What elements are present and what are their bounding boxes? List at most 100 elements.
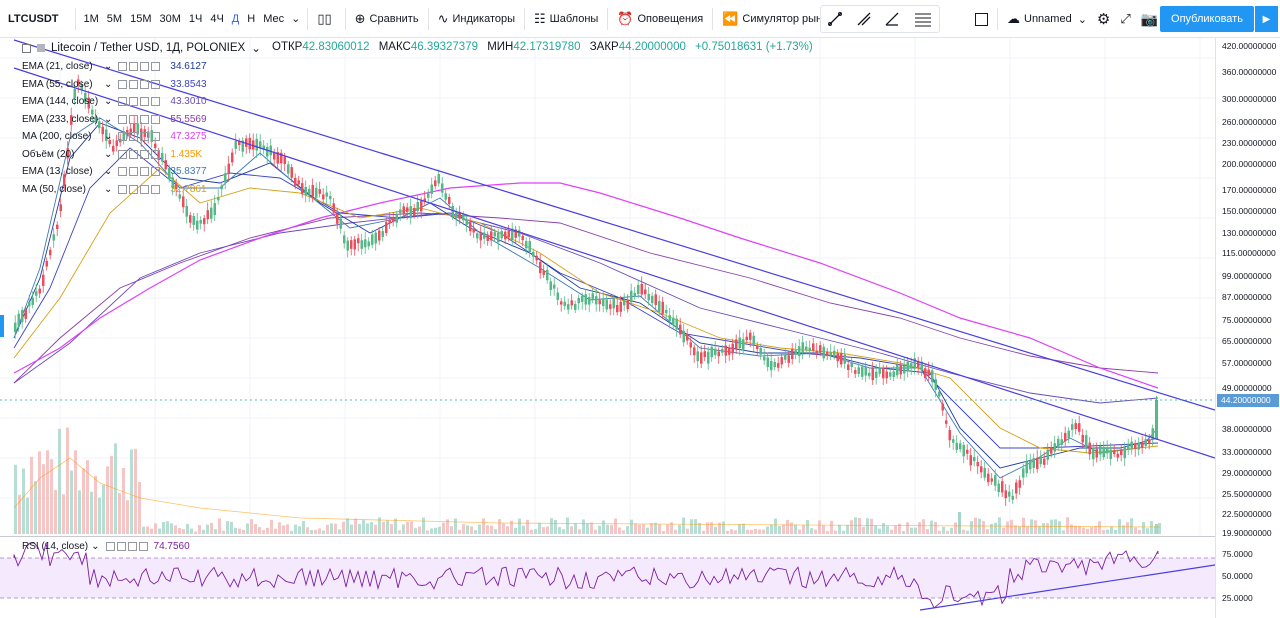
volume-bar: [422, 517, 425, 534]
fullscreen-button[interactable]: ⤢: [1115, 0, 1135, 38]
volume-bar: [802, 525, 805, 534]
indicator-row[interactable]: EMA (144, close) ⌄ 43.3010: [22, 93, 207, 111]
price-axis-label: 57.00000000: [1222, 358, 1272, 368]
candle-body: [500, 231, 503, 239]
chart-style-button[interactable]: ▯▯: [312, 0, 340, 38]
volume-bar: [1018, 526, 1021, 534]
rsi-legend[interactable]: RSI (14, close) ⌄ 74.7560: [22, 541, 190, 552]
indicator-row[interactable]: Объём (20) ⌄ 1.435K: [22, 146, 207, 164]
volume-bar: [782, 524, 785, 534]
candle-body: [80, 84, 83, 90]
candle-body: [987, 473, 990, 483]
candle-body: [462, 214, 465, 221]
settings-button[interactable]: ⚙: [1092, 0, 1115, 38]
symbol-search[interactable]: LTCUSDT: [8, 12, 59, 25]
volume-bar: [926, 529, 929, 534]
layout-name-button[interactable]: ☁ Unnamed ⌄: [1002, 0, 1092, 38]
volume-bar: [18, 494, 21, 534]
candle-body: [178, 194, 181, 199]
volume-bar: [58, 428, 61, 534]
indicator-controls[interactable]: [118, 132, 161, 142]
left-panel-handle[interactable]: [0, 315, 4, 337]
price-axis[interactable]: 44.20000000 420.00000000 360.00000000 300.…: [1215, 38, 1280, 618]
timeframe-8[interactable]: Мес: [263, 12, 285, 25]
alerts-button[interactable]: ⏰ Оповещения: [612, 0, 708, 38]
ohlc-values: ОТКР42.83060012 МАКС46.39327379 МИН42.17…: [272, 41, 813, 53]
candle-body: [304, 186, 307, 196]
angle-line-icon[interactable]: [884, 11, 900, 27]
compare-button[interactable]: ⊕ Сравнить: [350, 0, 424, 38]
volume-bar: [894, 525, 897, 534]
rsi-controls[interactable]: [105, 542, 148, 551]
candle-body: [843, 354, 846, 364]
volume-bar: [958, 512, 961, 534]
candle-body: [1071, 424, 1074, 430]
timeframe-7[interactable]: Н: [247, 12, 256, 25]
candle-body: [920, 361, 923, 371]
indicator-controls[interactable]: [118, 167, 161, 177]
candle-body: [255, 138, 258, 151]
chevron-down-icon: ⌄: [104, 61, 113, 73]
timeframe-2[interactable]: 15М: [130, 12, 152, 25]
snapshot-button[interactable]: 📷: [1136, 0, 1163, 38]
current-price-tag: 44.20000000: [1217, 394, 1279, 407]
timeframe-1[interactable]: 5М: [106, 12, 123, 25]
ray-line-icon[interactable]: [856, 11, 872, 27]
candle-body: [1074, 423, 1077, 430]
candle-body: [934, 379, 937, 390]
volume-bar: [430, 528, 433, 534]
candle-body: [479, 233, 482, 241]
indicator-row[interactable]: EMA (21, close) ⌄ 34.6127: [22, 58, 207, 76]
candle-body: [654, 294, 657, 305]
indicator-controls[interactable]: [118, 79, 161, 89]
candle-body: [427, 193, 430, 198]
fullscreen-select-button[interactable]: [970, 0, 993, 38]
timeframe-3[interactable]: 30М: [159, 12, 181, 25]
candle-body: [1078, 423, 1081, 432]
volume-bar: [546, 526, 549, 534]
candle-body: [1109, 449, 1112, 460]
volume-bar: [294, 524, 297, 534]
indicator-row[interactable]: MA (200, close) ⌄ 47.3275: [22, 128, 207, 146]
fib-levels-icon[interactable]: [913, 11, 933, 27]
volume-bar: [638, 524, 641, 534]
volume-bar: [714, 526, 717, 534]
timeframe-6[interactable]: Д: [231, 12, 240, 25]
indicator-value: 34.6127: [170, 61, 207, 73]
indicator-row[interactable]: EMA (233, close) ⌄ 55.5569: [22, 111, 207, 129]
trend-line-lower: [13, 67, 1215, 459]
timeframe-5[interactable]: 4Ч: [210, 12, 224, 25]
indicator-name: EMA (21, close): [22, 61, 93, 73]
collapse-icon[interactable]: [22, 43, 31, 53]
publish-button[interactable]: Опубликовать: [1160, 6, 1254, 32]
indicator-controls[interactable]: [118, 114, 161, 124]
indicator-row[interactable]: MA (50, close) ⌄ 32.7861: [22, 181, 207, 199]
indicators-button[interactable]: ∿ Индикаторы: [433, 0, 520, 38]
divider: [344, 7, 346, 30]
symbol-legend[interactable]: Litecoin / Tether USD, 1Д, POLONIEX ⌄: [22, 41, 261, 55]
indicator-row[interactable]: EMA (55, close) ⌄ 33.8543: [22, 76, 207, 94]
interval-dropdown[interactable]: ⌄: [291, 13, 301, 25]
candle-body: [343, 235, 346, 244]
indicator-controls[interactable]: [118, 149, 161, 159]
indicator-controls[interactable]: [118, 62, 161, 72]
indicator-controls[interactable]: [118, 184, 161, 194]
templates-button[interactable]: ☷ Шаблоны: [529, 0, 603, 38]
play-button[interactable]: ▶: [1254, 6, 1278, 32]
candle-body: [605, 299, 608, 310]
candle-body: [245, 138, 248, 147]
candle-body: [721, 348, 724, 353]
pane-separator[interactable]: [0, 536, 1280, 537]
volume-bar: [726, 530, 729, 534]
candle-body: [406, 207, 409, 212]
price-chart[interactable]: [0, 38, 1215, 618]
candle-body: [724, 345, 727, 356]
trend-line-icon[interactable]: [827, 11, 843, 27]
volume-bar: [122, 467, 125, 534]
timeframe-0[interactable]: 1М: [83, 12, 99, 25]
indicator-controls[interactable]: [118, 97, 161, 107]
timeframe-4[interactable]: 1Ч: [188, 12, 203, 25]
market-simulator-button[interactable]: ⏪ Симулятор рынка: [717, 0, 838, 38]
indicator-row[interactable]: EMA (13, close) ⌄ 35.8377: [22, 163, 207, 181]
volume-bar: [142, 526, 145, 534]
